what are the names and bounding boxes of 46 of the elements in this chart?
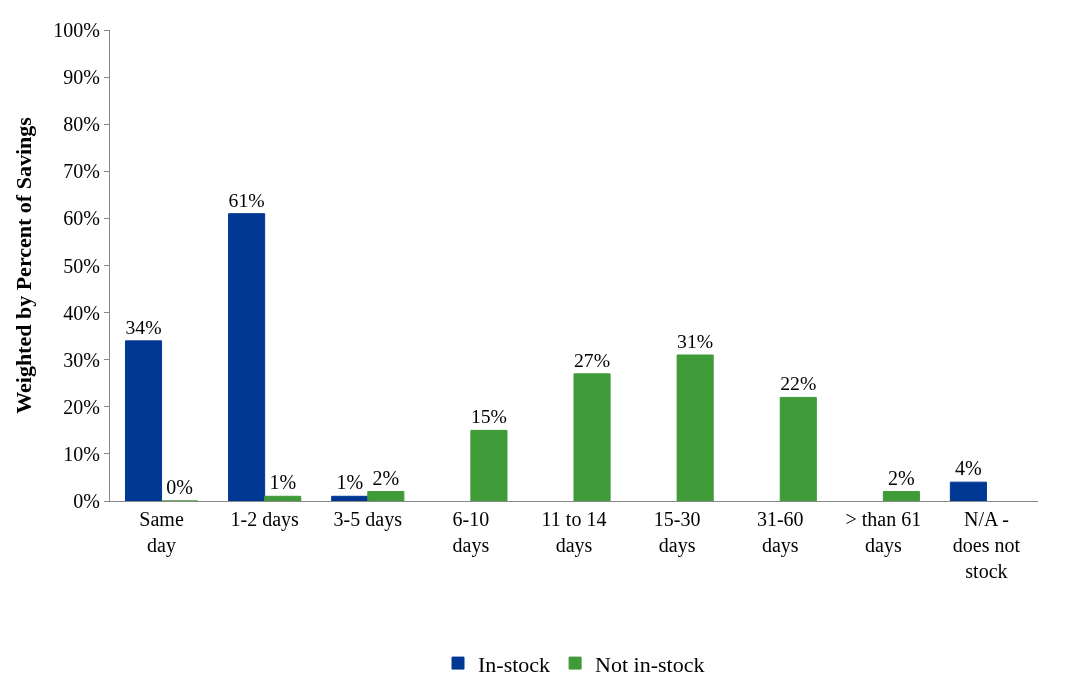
- y-tick-label: 10%: [63, 442, 100, 465]
- bar: [264, 495, 302, 501]
- x-tick-label: 3-5 days: [333, 508, 403, 531]
- data-label: 61%: [228, 188, 265, 211]
- data-label: 2%: [372, 466, 400, 489]
- x-tick-label: N/A - does not stock: [952, 508, 1021, 582]
- bar: [882, 491, 920, 501]
- data-label: 27%: [574, 348, 611, 371]
- data-label: 15%: [470, 405, 507, 428]
- x-tick-label: 11 to 14 days: [541, 508, 607, 557]
- legend-label: Not in-stock: [595, 651, 705, 677]
- y-tick-label: 20%: [63, 395, 100, 418]
- bar: [573, 373, 611, 501]
- legend-label: In-stock: [478, 651, 551, 677]
- x-tick-label: > than 61 days: [845, 508, 922, 557]
- y-tick-label: 40%: [63, 301, 100, 324]
- y-tick-label: 90%: [63, 66, 100, 89]
- data-label: 31%: [677, 330, 714, 353]
- data-label: 1%: [336, 471, 364, 494]
- x-tick-label: 1-2 days: [230, 508, 300, 531]
- x-tick-label: 15-30 days: [653, 508, 701, 557]
- y-tick-label: 80%: [63, 113, 100, 136]
- data-label: 2%: [888, 466, 915, 489]
- y-tick-label: 60%: [63, 207, 100, 230]
- bar: [779, 396, 817, 501]
- data-label: 1%: [269, 471, 297, 494]
- bar: [367, 491, 405, 501]
- y-tick-label: 50%: [63, 254, 100, 277]
- bar: [949, 481, 987, 501]
- y-tick-label: 30%: [63, 348, 100, 371]
- y-tick-label: 70%: [63, 160, 100, 183]
- y-tick-label: 0%: [73, 490, 100, 512]
- data-label: 4%: [955, 457, 982, 480]
- bar: [124, 340, 163, 501]
- y-axis-title: Weighted by Percent of Savings: [11, 116, 37, 414]
- x-tick-label: Same day: [139, 508, 184, 557]
- bar: [331, 495, 369, 501]
- y-tick-label: 100%: [53, 19, 100, 41]
- x-tick-label: 6-10 days: [452, 508, 490, 557]
- data-label: 0%: [166, 476, 193, 498]
- bar: [676, 354, 714, 501]
- bar: [470, 429, 508, 501]
- bar: [228, 213, 266, 501]
- data-label: 34%: [125, 315, 162, 338]
- x-tick-label: 31-60 days: [756, 508, 804, 557]
- data-label: 22%: [780, 372, 817, 395]
